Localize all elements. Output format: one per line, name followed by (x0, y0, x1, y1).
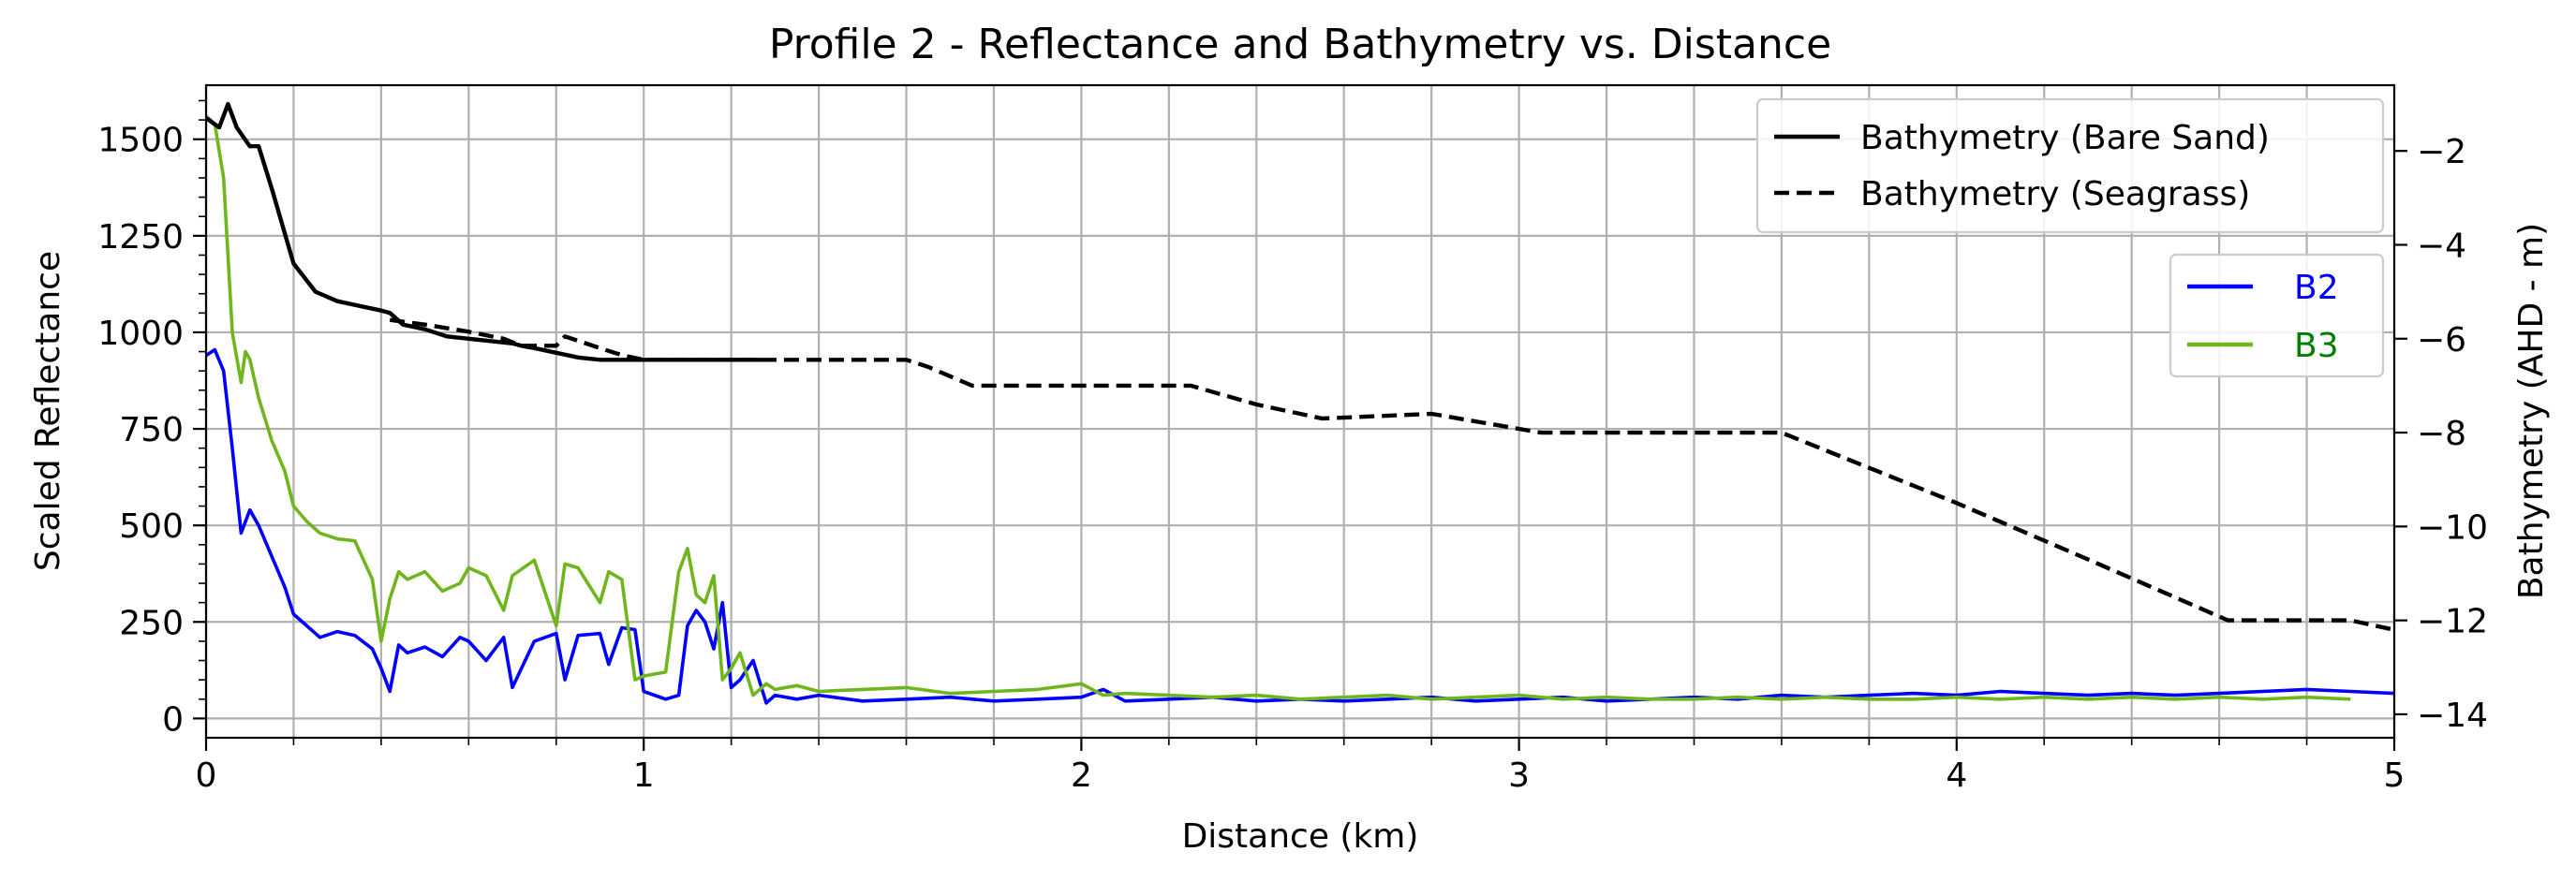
y2-tick-label: −8 (2417, 415, 2466, 453)
x-tick-label: 3 (1508, 756, 1530, 795)
legend-reflectance: B2 B3 (2169, 253, 2385, 378)
y2-tick-label: −6 (2417, 321, 2466, 360)
plot-frame (204, 83, 2396, 740)
y-axis-label: Scaled Reflectance (29, 251, 67, 571)
x-tick-label: 1 (633, 756, 655, 795)
y2-tick-label: −4 (2417, 227, 2466, 265)
y-tick-label: 1250 (97, 218, 184, 257)
legend-bathymetry: Bathymetry (Bare Sand) Bathymetry (Seagra… (1755, 97, 2385, 234)
y2-tick-label: −12 (2417, 603, 2488, 641)
series-line-bathymetry-bare-sand (204, 101, 762, 362)
x-tick-label: 5 (2384, 756, 2406, 795)
series-line-b3 (204, 114, 2351, 701)
axes: 0 250 500 750 1000 1250 1500 0 1 2 3 4 5 −14 −12 −10 −8 −… (97, 99, 2488, 795)
y-tick-label: 500 (119, 507, 184, 546)
y-tick-label: 250 (119, 604, 184, 642)
y-tick-label: 750 (119, 411, 184, 449)
x-tick-label: 2 (1071, 756, 1092, 795)
chart-title: Profile 2 - Reflectance and Bathymetry v… (769, 21, 1831, 68)
y2-tick-label: −14 (2417, 697, 2488, 735)
legend-bathymetry-box (1755, 97, 2385, 234)
legend-bathymetry-label: Bathymetry (Bare Sand) (1860, 119, 2270, 157)
y2-tick-label: −10 (2417, 508, 2488, 547)
x-tick-label: 0 (196, 756, 217, 795)
y2-axis-label: Bathymetry (AHD - m) (2512, 223, 2551, 599)
series-line-bathymetry-seagrass (389, 317, 2395, 632)
legend-bathymetry-label: Bathymetry (Seagrass) (1860, 175, 2250, 213)
y-tick-label: 1000 (97, 315, 184, 353)
x-axis-label: Distance (km) (1182, 817, 1419, 856)
legend-reflectance-label: B2 (2294, 269, 2339, 307)
legend-reflectance-label: B3 (2294, 327, 2339, 365)
grid (204, 85, 2396, 738)
series-layer (204, 101, 2395, 705)
series-line-b2 (205, 347, 2395, 705)
legend-reflectance-box (2169, 253, 2385, 378)
y-tick-label: 1500 (97, 122, 184, 160)
y2-tick-label: −2 (2417, 133, 2466, 171)
x-tick-label: 4 (1946, 756, 1967, 795)
y-tick-label: 0 (162, 700, 184, 739)
